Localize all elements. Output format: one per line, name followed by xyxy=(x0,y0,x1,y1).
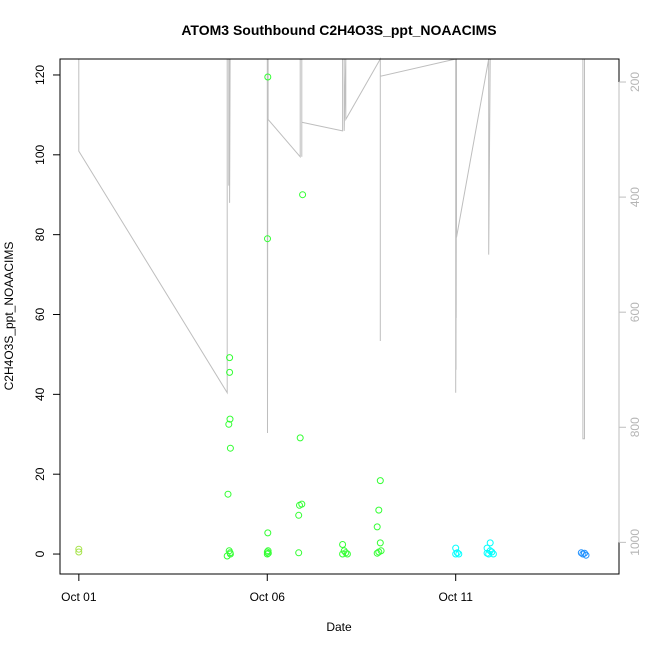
altitude-line xyxy=(78,57,585,440)
y2-tick-label: 600 xyxy=(628,302,642,322)
x-axis-label: Date xyxy=(326,620,352,634)
data-point xyxy=(582,551,590,559)
y2-tick-label: 800 xyxy=(628,417,642,437)
y-axis-label: C2H4O3S_ppt_NOAACIMS xyxy=(2,242,16,391)
y-tick-label: 0 xyxy=(33,550,47,557)
data-point xyxy=(299,191,307,199)
data-point xyxy=(225,420,233,428)
data-point xyxy=(376,477,384,485)
data-point xyxy=(488,548,496,556)
data-point xyxy=(226,444,234,452)
altitude-trace xyxy=(78,57,585,440)
data-point xyxy=(75,545,83,553)
data-point xyxy=(376,539,384,547)
y2-tick-label: 400 xyxy=(628,187,642,207)
data-point xyxy=(298,500,306,508)
y-tick-label: 60 xyxy=(33,308,47,322)
y2-tick-label: 200 xyxy=(628,72,642,92)
x-tick-label: Oct 01 xyxy=(61,590,97,604)
y-tick-label: 20 xyxy=(33,467,47,481)
data-point xyxy=(75,548,83,556)
data-point xyxy=(343,550,351,558)
data-point xyxy=(226,354,234,362)
data-point xyxy=(296,434,304,442)
y2-tick-label: 1000 xyxy=(628,529,642,556)
data-point xyxy=(377,547,385,555)
data-point xyxy=(375,506,383,514)
data-point xyxy=(453,549,461,557)
data-point xyxy=(339,541,347,548)
data-point xyxy=(226,550,234,558)
data-point xyxy=(295,549,303,557)
chart-title: ATOM3 Southbound C2H4O3S_ppt_NOAACIMS xyxy=(181,22,496,38)
data-point xyxy=(455,550,463,558)
data-point xyxy=(581,549,588,557)
data-point xyxy=(226,415,234,423)
data-point xyxy=(264,73,272,81)
data-points xyxy=(75,73,590,560)
data-point xyxy=(263,550,271,558)
data-point xyxy=(264,549,272,557)
y2-axis: 200 400 600 800 1000 xyxy=(618,72,642,556)
x-axis: Oct 01 Oct 06 Oct 11 xyxy=(61,574,473,604)
data-point xyxy=(373,523,381,531)
data-point xyxy=(264,235,271,243)
y-tick-label: 100 xyxy=(33,144,47,164)
y-axis: 0 20 40 60 80 100 120 xyxy=(33,65,60,557)
data-point xyxy=(295,511,303,519)
data-point xyxy=(489,550,497,558)
data-point xyxy=(486,539,494,547)
data-point xyxy=(264,529,272,537)
data-point xyxy=(263,548,271,556)
data-point xyxy=(342,549,350,557)
y-tick-label: 120 xyxy=(33,65,47,85)
data-point xyxy=(226,368,234,376)
data-point xyxy=(224,490,232,498)
y-tick-label: 80 xyxy=(33,228,47,242)
data-point xyxy=(264,547,272,555)
x-tick-label: Oct 06 xyxy=(250,590,286,604)
y-tick-label: 40 xyxy=(33,387,47,401)
data-point xyxy=(452,550,460,558)
plot-frame xyxy=(59,58,620,575)
x-tick-label: Oct 11 xyxy=(438,590,473,604)
